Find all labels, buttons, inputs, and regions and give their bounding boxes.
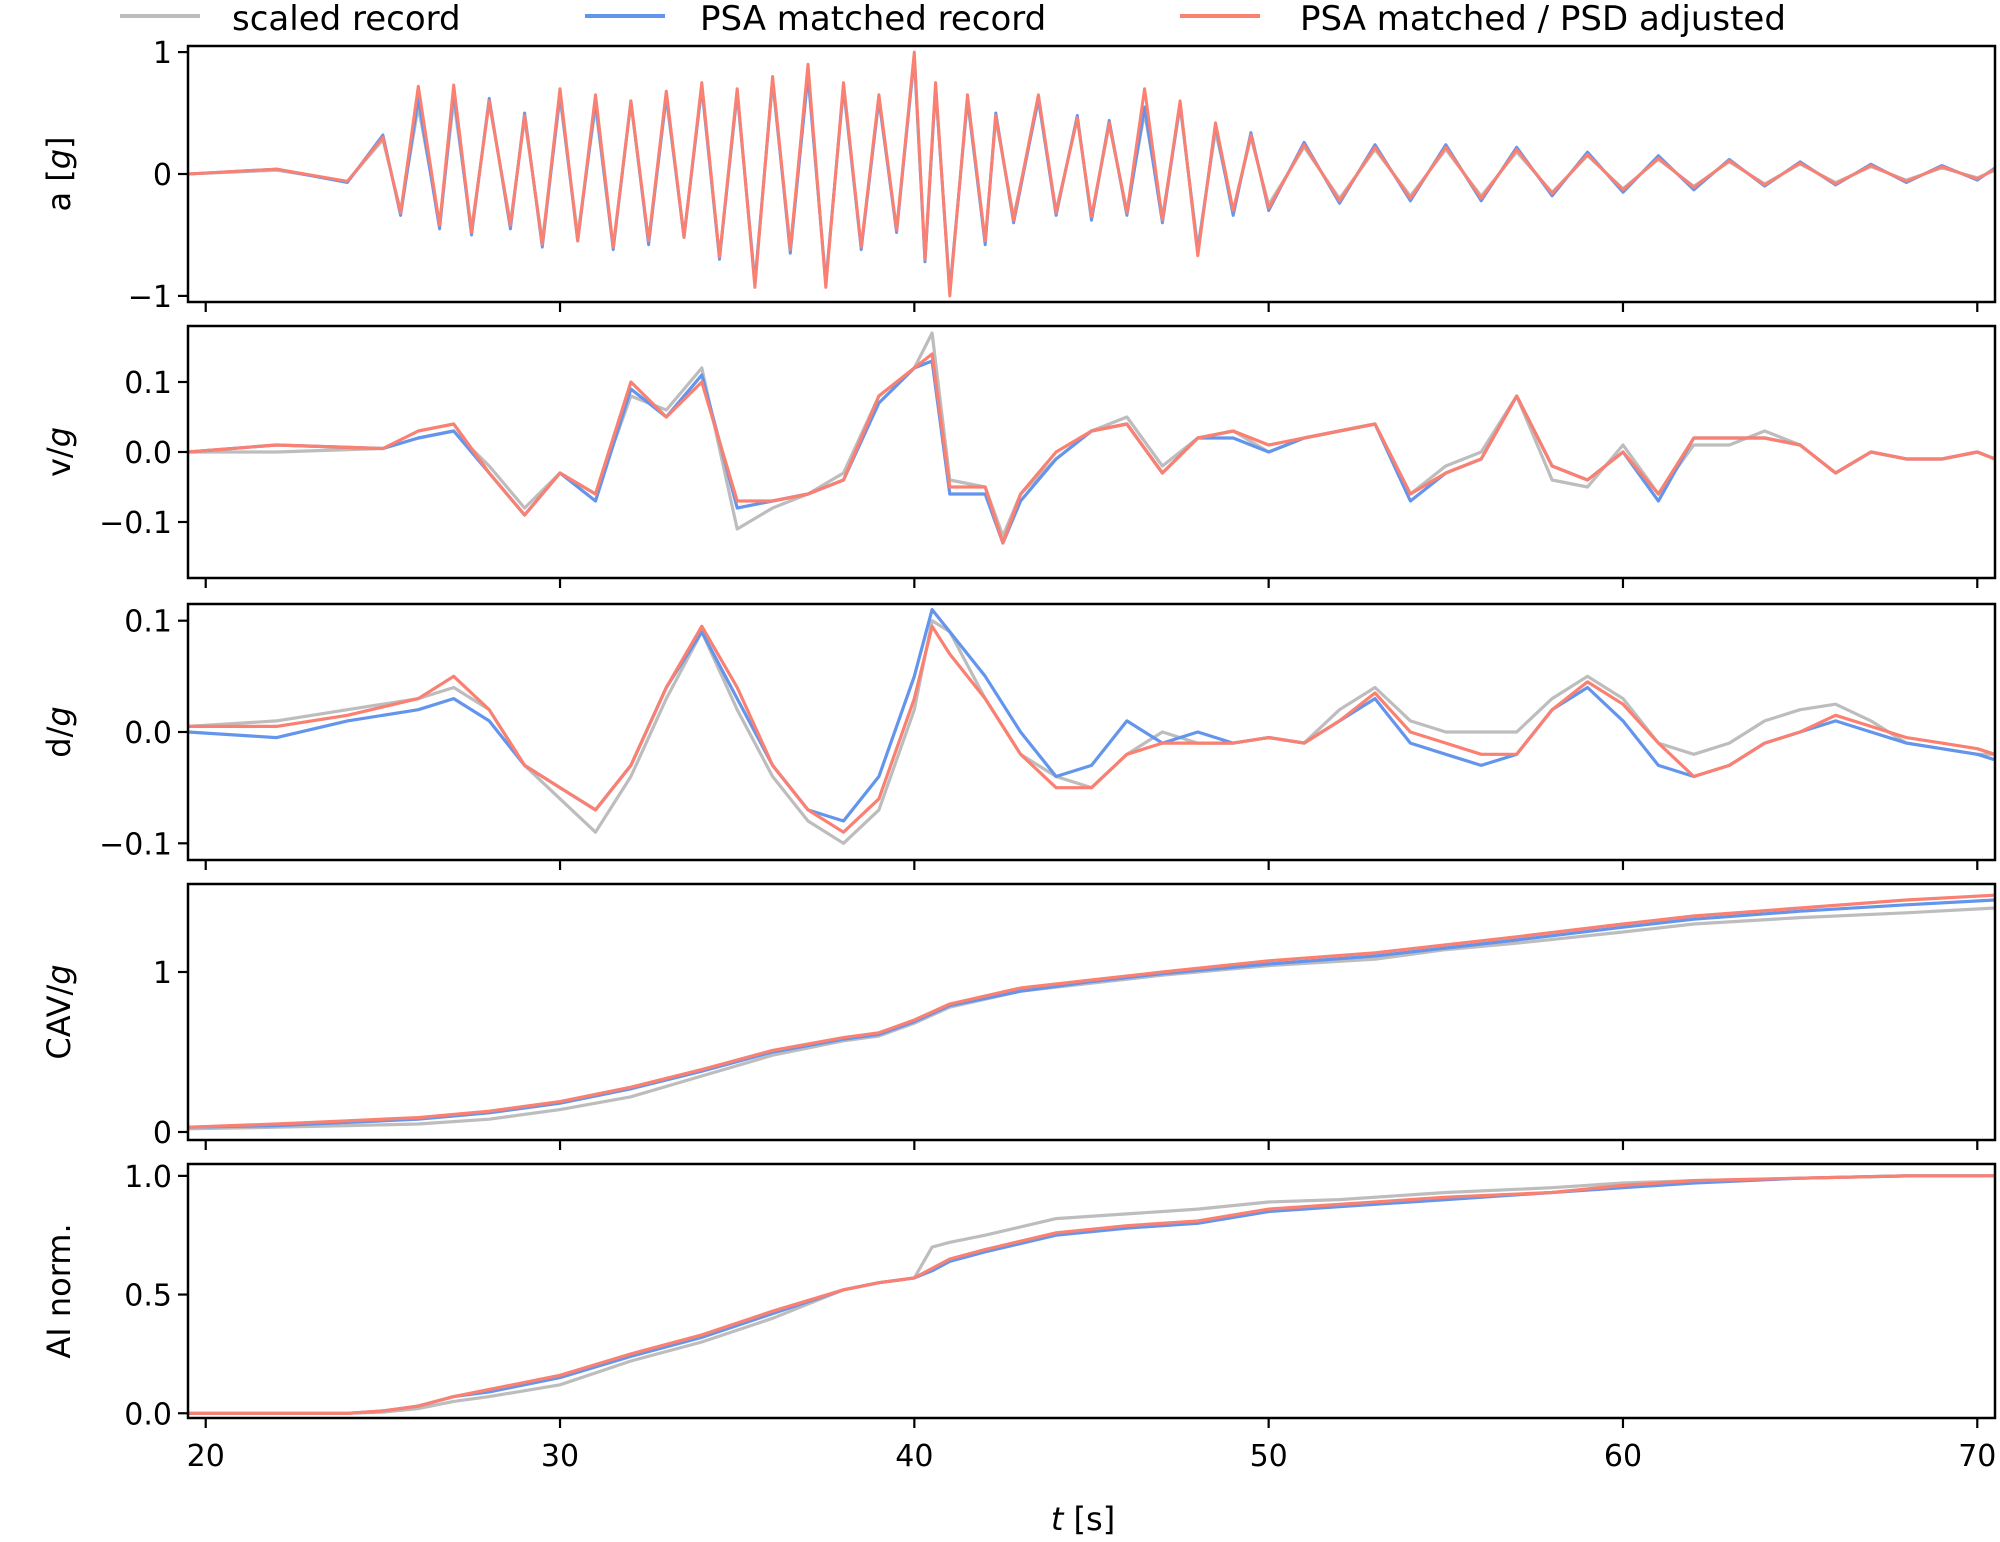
y-tick-label: 0.0 xyxy=(124,1397,172,1432)
legend-label-psa-matched-record: PSA matched record xyxy=(700,0,1046,39)
series-line-psa-matched-psd-adjusted xyxy=(188,893,1995,1129)
panel-1: −1 0 1 a [g] xyxy=(40,36,1997,315)
axes-frame xyxy=(186,602,1997,862)
legend-entry-scaled-record: scaled record xyxy=(120,0,461,39)
series-line-scaled-record xyxy=(188,56,1995,292)
series-line-psa-matched-psd-adjusted xyxy=(188,1174,1995,1415)
legend-label-psa-psd-adjusted: PSA matched / PSD adjusted xyxy=(1300,0,1786,39)
y-axis-label-italic: g xyxy=(40,706,78,726)
y-axis-label-italic: g xyxy=(40,427,78,447)
series-line-psa-matched-psd-adjusted xyxy=(188,624,1995,834)
axes-frame xyxy=(186,1162,1997,1420)
y-tick-label: 0 xyxy=(153,158,172,193)
y-axis-label: AI norm. xyxy=(40,1223,78,1358)
series-line-scaled-record xyxy=(188,331,1995,538)
y-axis-label-text: CAV/ xyxy=(40,985,78,1060)
y-axis-label: a [g] xyxy=(40,136,78,211)
x-tick-label: 30 xyxy=(541,1439,579,1474)
y-tick-label: −1 xyxy=(128,280,172,315)
y-tick-label: 0.0 xyxy=(124,716,172,751)
series-line-psa-matched-record xyxy=(188,359,1995,545)
panel-series xyxy=(188,1174,1995,1415)
x-tick-label: 40 xyxy=(895,1439,933,1474)
y-axis-label-italic: g xyxy=(40,964,78,984)
x-axis-label: t [s] xyxy=(1051,1500,1115,1538)
y-axis-label-italic: g xyxy=(40,149,78,169)
y-axis-label-text: v/ xyxy=(40,447,78,477)
y-axis-label: CAV/g xyxy=(40,964,78,1059)
y-axis-label-text: AI norm. xyxy=(40,1223,78,1358)
x-axis-label-symbol: t xyxy=(1051,1500,1065,1538)
legend-label-scaled-record: scaled record xyxy=(232,0,461,39)
y-tick-label: 0.5 xyxy=(124,1279,172,1314)
y-tick-label: 0.1 xyxy=(124,366,172,401)
series-line-scaled-record xyxy=(188,1174,1995,1415)
y-tick-label: 1 xyxy=(153,36,172,71)
y-tick-label: −0.1 xyxy=(99,506,172,541)
x-tick-label: 70 xyxy=(1958,1439,1996,1474)
panel-series xyxy=(188,50,1995,298)
y-tick-label: 1 xyxy=(153,956,172,991)
x-axis-label-unit: [s] xyxy=(1063,1500,1115,1538)
legend: scaled record PSA matched record PSA mat… xyxy=(120,0,1786,39)
series-line-psa-matched-psd-adjusted xyxy=(188,50,1995,298)
panel-series xyxy=(188,607,1995,845)
panel-2: −0.1 0.0 0.1 v/g xyxy=(40,324,1997,588)
y-tick-label: −0.1 xyxy=(99,827,172,862)
y-tick-label: 0.0 xyxy=(124,436,172,471)
x-tick-label: 50 xyxy=(1250,1439,1288,1474)
y-axis-label: d/g xyxy=(40,706,78,757)
panel-series xyxy=(188,331,1995,545)
panel-5: 0.0 0.5 1.0 20 30 40 50 60 70 AI norm. xyxy=(40,1160,1996,1474)
series-line-psa-matched-psd-adjusted xyxy=(188,352,1995,545)
y-axis-label-suffix: ] xyxy=(40,136,78,148)
legend-entry-psa-matched-record: PSA matched record xyxy=(585,0,1046,39)
y-tick-label: 0 xyxy=(153,1116,172,1151)
series-line-psa-matched-record xyxy=(188,898,1995,1129)
x-tick-label: 60 xyxy=(1604,1439,1642,1474)
y-axis-label: v/g xyxy=(40,427,78,477)
panel-series xyxy=(188,893,1995,1131)
series-line-psa-matched-record xyxy=(188,1174,1995,1415)
legend-entry-psa-psd-adjusted: PSA matched / PSD adjusted xyxy=(1180,0,1786,39)
y-tick-label: 1.0 xyxy=(124,1160,172,1195)
axes-frame xyxy=(186,882,1997,1142)
panel-4: 0 1 CAV/g xyxy=(40,882,1997,1151)
y-axis-label-text: a [ xyxy=(40,169,78,211)
axes-frame xyxy=(186,324,1997,580)
series-line-scaled-record xyxy=(188,619,1995,845)
x-tick-label: 20 xyxy=(187,1439,225,1474)
y-tick-label: 0.1 xyxy=(124,605,172,640)
series-line-scaled-record xyxy=(188,906,1995,1131)
panel-3: −0.1 0.0 0.1 d/g xyxy=(40,602,1997,870)
axes-frame xyxy=(186,44,1997,304)
y-axis-label-text: d/ xyxy=(40,726,78,757)
series-line-psa-matched-record xyxy=(188,54,1995,294)
